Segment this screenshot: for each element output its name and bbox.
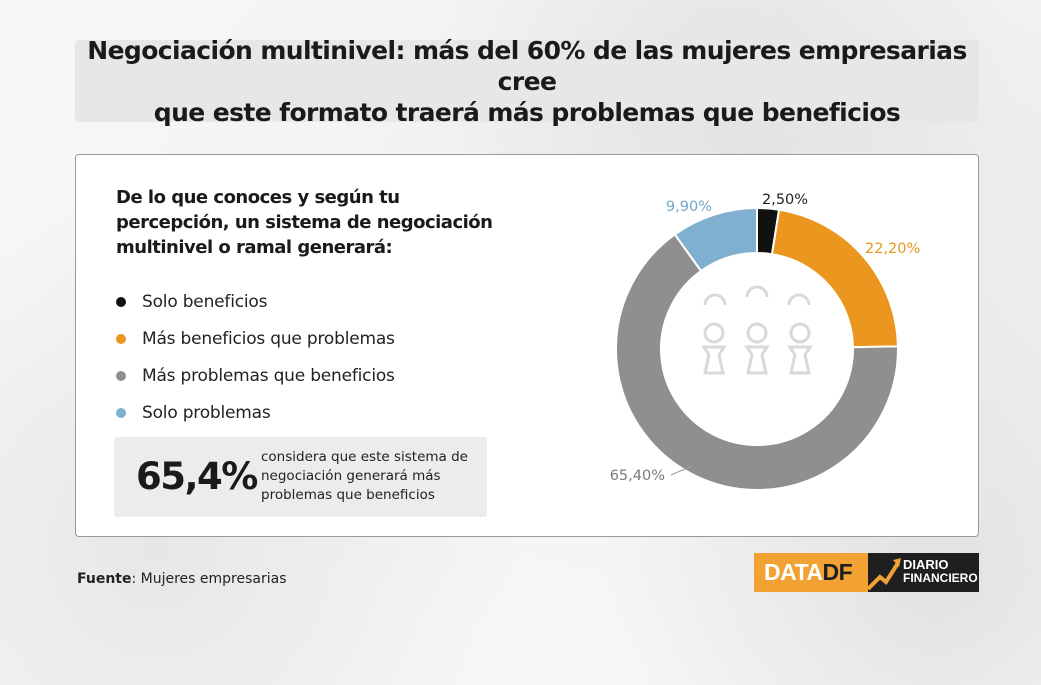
donut-chart: 2,50% 22,20% 65,40% 9,90% bbox=[610, 192, 920, 491]
chart-card: De lo que conoces y según tu percepción,… bbox=[75, 154, 979, 537]
highlight-box: 65,4% considera que este sistema de nego… bbox=[114, 437, 487, 517]
legend-item: Solo beneficios bbox=[116, 283, 395, 320]
logo-diario-block: DIARIO FINANCIERO bbox=[868, 553, 979, 592]
leader-line bbox=[670, 465, 693, 476]
logo-diario-text: DIARIO bbox=[903, 557, 949, 572]
logo-df-text: DF bbox=[822, 559, 853, 585]
logo-financiero-text: FINANCIERO bbox=[903, 571, 978, 585]
logo-data-text: DATA bbox=[764, 559, 823, 585]
legend-label: Solo problemas bbox=[142, 402, 271, 423]
legend-item: Más problemas que beneficios bbox=[116, 357, 395, 394]
survey-question: De lo que conoces y según tu percepción,… bbox=[116, 187, 493, 258]
data-label: 65,40% bbox=[610, 468, 665, 484]
donut-slice bbox=[673, 206, 758, 273]
title-banner: Negociación multinivel: más del 60% de l… bbox=[75, 36, 979, 127]
legend-dot bbox=[116, 333, 126, 344]
legend-item: Solo problemas bbox=[116, 394, 395, 431]
source-note: Fuente: Mujeres empresarias bbox=[77, 571, 287, 587]
legend-dot bbox=[116, 407, 126, 418]
legend-label: Más problemas que beneficios bbox=[142, 365, 395, 386]
data-df-logo: DATA DF DIARIO FINANCIERO bbox=[754, 553, 979, 592]
legend: Solo beneficios Más beneficios que proble… bbox=[116, 283, 395, 431]
data-label: 2,50% bbox=[762, 192, 808, 208]
donut-slice bbox=[615, 233, 899, 491]
highlight-value: 65,4% bbox=[136, 455, 258, 498]
people-group-icon bbox=[701, 285, 813, 375]
source-label: Fuente bbox=[77, 571, 132, 587]
legend-label: Solo beneficios bbox=[142, 291, 268, 312]
chart-title: Negociación multinivel: más del 60% de l… bbox=[87, 35, 967, 127]
legend-item: Más beneficios que problemas bbox=[116, 320, 395, 357]
trend-arrow-icon bbox=[868, 558, 901, 591]
data-label: 22,20% bbox=[865, 241, 920, 257]
data-label: 9,90% bbox=[666, 199, 712, 215]
legend-label: Más beneficios que problemas bbox=[142, 328, 395, 349]
highlight-description: considera que este sistema de negociació… bbox=[261, 449, 468, 503]
donut-slice bbox=[770, 208, 899, 349]
legend-dot bbox=[116, 370, 126, 381]
source-text: : Mujeres empresarias bbox=[131, 571, 287, 587]
logo-data-block: DATA DF bbox=[754, 553, 868, 592]
legend-dot bbox=[116, 296, 126, 307]
